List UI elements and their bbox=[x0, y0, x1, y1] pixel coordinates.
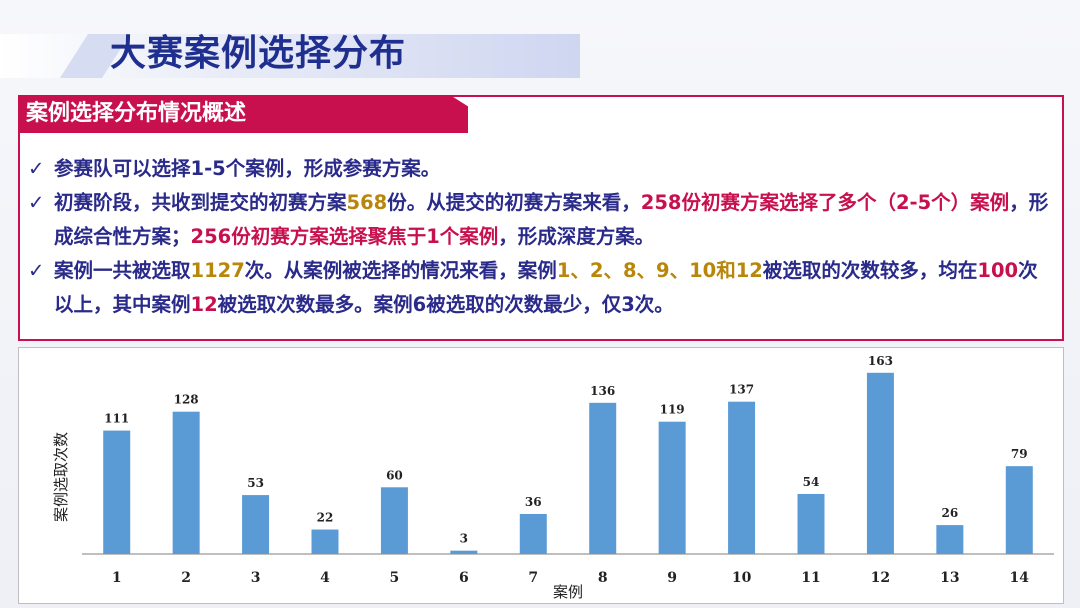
bullet-text-segment: ，形成综合性方案； bbox=[54, 191, 1049, 248]
data-label: 137 bbox=[729, 383, 754, 397]
overview-section bbox=[18, 95, 1064, 341]
x-tick-label: 5 bbox=[390, 570, 400, 586]
bar bbox=[519, 513, 547, 554]
bullet-item: ✓ 初赛阶段，共收到提交的初赛方案568份。从提交的初赛方案来看，258份初赛方案… bbox=[28, 186, 1056, 254]
bar bbox=[172, 411, 200, 554]
data-label: 60 bbox=[386, 468, 403, 482]
bar bbox=[866, 372, 894, 554]
check-icon: ✓ bbox=[28, 191, 45, 214]
bar bbox=[311, 529, 339, 554]
x-tick-label: 11 bbox=[801, 570, 820, 586]
bar bbox=[936, 525, 964, 554]
bar-chart: 1111128253322460536367136811991371054111… bbox=[52, 354, 1054, 601]
bullet-text-segment: 被选取的次数较多，均在 bbox=[762, 259, 978, 282]
bar bbox=[658, 421, 686, 554]
x-tick-label: 6 bbox=[459, 570, 469, 586]
x-tick-label: 8 bbox=[598, 570, 608, 586]
data-label: 22 bbox=[317, 511, 334, 525]
data-label: 53 bbox=[247, 476, 264, 490]
x-tick-label: 1 bbox=[112, 570, 122, 586]
bar bbox=[797, 493, 825, 554]
bullet-text-segment: 1、2、8、9、10和12 bbox=[556, 259, 763, 282]
data-label: 163 bbox=[868, 354, 893, 368]
x-tick-label: 13 bbox=[940, 570, 959, 586]
bar bbox=[728, 401, 756, 554]
x-tick-label: 9 bbox=[667, 570, 677, 586]
bullet-item: ✓ 参赛队可以选择1-5个案例，形成参赛方案。 bbox=[28, 152, 1056, 186]
x-tick-label: 12 bbox=[871, 570, 890, 586]
bar bbox=[589, 402, 617, 554]
x-tick-label: 14 bbox=[1010, 570, 1030, 586]
data-label: 3 bbox=[460, 532, 468, 546]
data-label: 119 bbox=[660, 403, 685, 417]
bullet-text-segment: 份。从提交的初赛方案来看， bbox=[387, 191, 641, 214]
bullet-text-segment: 12 bbox=[190, 293, 218, 316]
data-label: 128 bbox=[174, 393, 199, 407]
check-icon: ✓ bbox=[28, 157, 45, 180]
bar bbox=[242, 495, 270, 554]
bullet-text-segment: 初赛阶段，共收到提交的初赛方案 bbox=[54, 191, 347, 214]
slide-title: 大赛案例选择分布 bbox=[110, 33, 407, 74]
x-tick-label: 2 bbox=[181, 570, 191, 586]
bullet-text-segment: ，形成深度方案。 bbox=[498, 225, 655, 248]
bullet-text-segment: 次以上，其中案例 bbox=[54, 259, 1038, 316]
data-label: 36 bbox=[525, 495, 542, 509]
data-label: 54 bbox=[803, 475, 820, 489]
x-tick-label: 4 bbox=[320, 570, 330, 586]
section-header-tab bbox=[18, 95, 468, 133]
bullet-item: ✓ 案例一共被选取1127次。从案例被选择的情况来看，案例1、2、8、9、10和1… bbox=[28, 254, 1056, 322]
bullet-text-segment: 案例一共被选取 bbox=[54, 259, 191, 282]
bullet-text-segment: 次。从案例被选择的情况来看，案例 bbox=[244, 259, 557, 282]
data-label: 136 bbox=[590, 384, 615, 398]
x-tick-label: 3 bbox=[251, 570, 261, 586]
bar bbox=[380, 487, 408, 554]
data-label: 26 bbox=[942, 506, 959, 520]
x-tick-label: 7 bbox=[528, 570, 538, 586]
data-label: 79 bbox=[1011, 447, 1028, 461]
bullet-text-segment: 1127 bbox=[190, 259, 245, 282]
x-tick-label: 10 bbox=[732, 570, 752, 586]
section-title: 案例选择分布情况概述 bbox=[26, 101, 247, 126]
bullet-text-segment: 被选取次数最多。案例6被选取的次数最少，仅3次。 bbox=[217, 293, 674, 316]
data-label: 111 bbox=[104, 412, 129, 426]
bullet-text-segment: 100 bbox=[977, 259, 1019, 282]
bullet-text-segment: 258份初赛方案选择了多个（2-5个）案例 bbox=[640, 191, 1010, 214]
bullet-list: ✓ 参赛队可以选择1-5个案例，形成参赛方案。 ✓ 初赛阶段，共收到提交的初赛方案56… bbox=[28, 152, 1056, 322]
bar bbox=[1005, 466, 1033, 554]
bar bbox=[450, 550, 478, 554]
y-axis-label: 案例选取次数 bbox=[52, 432, 70, 522]
bullet-text-segment: 256份初赛方案选择聚焦于1个案例 bbox=[190, 225, 499, 248]
bar bbox=[103, 430, 131, 554]
bullet-text-segment: 参赛队可以选择1-5个案例，形成参赛方案。 bbox=[54, 157, 441, 180]
check-icon: ✓ bbox=[28, 259, 45, 282]
x-axis-label: 案例 bbox=[553, 583, 583, 601]
bullet-text-segment: 568 bbox=[346, 191, 388, 214]
